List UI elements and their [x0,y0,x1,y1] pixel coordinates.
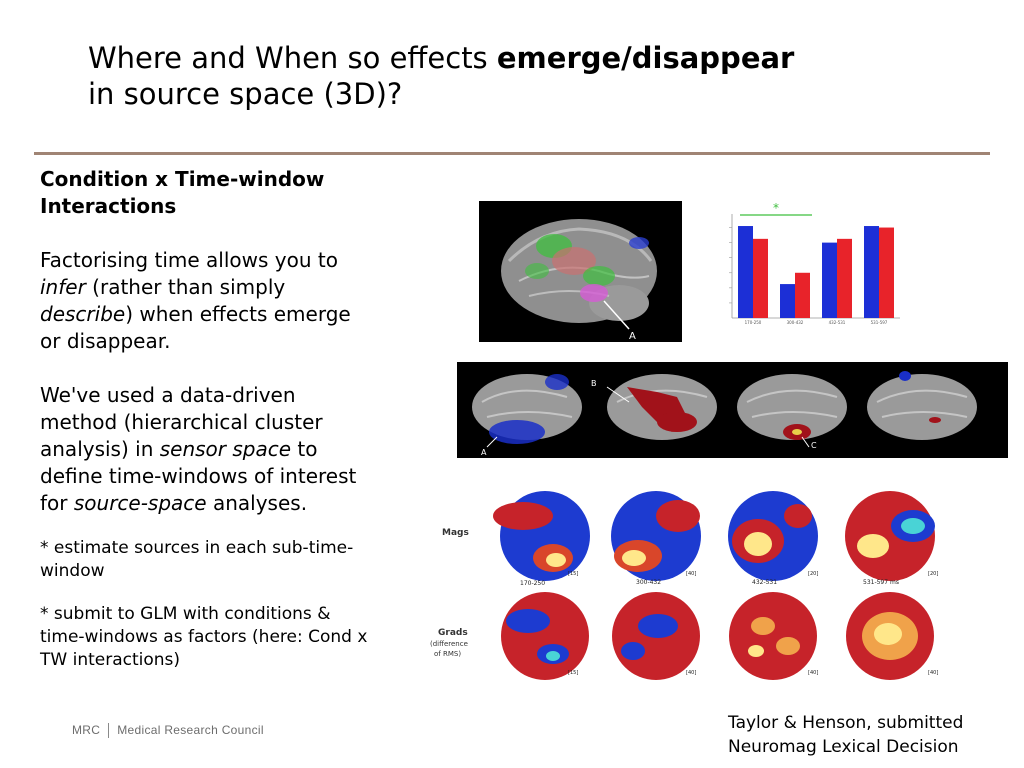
body-text: Condition x Time-window Interactions Fac… [40,166,370,672]
topo-grad-4 [846,592,934,680]
bracket-mag-4: [20] [928,571,938,577]
italic-sensor-space: sensor space [159,437,292,461]
label-mags: Mags [442,528,469,538]
title-line1-normal: Where and When so effects [88,41,497,75]
x-tick-label: 432-531 [829,320,846,325]
brain-row-label-a: A [481,448,487,457]
bullet-estimate: * estimate sources in each sub-time-wind… [40,538,354,581]
mrc-logo: MRC Medical Research Council [72,723,264,739]
citation-line2: Neuromag Lexical Decision [728,737,959,757]
label-grads-sub1: (difference [430,640,468,648]
bar-blue-2 [780,284,795,318]
section-heading: Condition x Time-window Interactions [40,167,325,218]
topo-mag-2 [611,491,701,581]
topo-mag-1 [493,491,590,581]
bracket-mag-3: [20] [808,571,818,577]
bar-chart: 170-250 300-432 432-531 531-597 * [722,200,908,326]
logo-name: Medical Research Council [117,723,264,737]
title-line2: in source space (3D)? [88,77,403,111]
topography-maps: Mags Grads (difference of RMS) [418,486,958,686]
italic-infer: infer [40,275,86,299]
bracket-grad-1: [15] [568,670,578,676]
label-grads: Grads [438,628,468,638]
x-tick-label: 531-597 [871,320,888,325]
brain-row-label-b: B [591,379,597,388]
bracket-mag-1: [15] [568,571,578,577]
italic-source-space: source-space [73,491,207,515]
brain-row: A B C [457,362,1008,458]
tw-label-3: 432-531 [752,579,777,586]
significance-star: * [773,201,779,215]
tw-label-2: 300-432 [636,579,661,586]
label-grads-sub2: of RMS) [434,650,461,658]
x-tick-label: 300-432 [787,320,804,325]
bar-blue-3 [822,242,837,318]
bracket-grad-2: [40] [686,670,696,676]
brain-row-label-c: C [811,441,817,450]
bar-blue-4 [864,226,879,318]
bar-blue-1 [738,226,753,318]
brain-image-main: A [479,201,682,342]
topo-grad-3 [729,592,817,680]
bar-red-2 [795,272,810,318]
x-tick-label: 170-250 [745,320,762,325]
bracket-grad-4: [40] [928,670,938,676]
bracket-grad-3: [40] [808,670,818,676]
bar-chart-svg: 170-250 300-432 432-531 531-597 * [722,200,908,326]
brain-row-2: B [591,374,717,440]
title-line1-bold: emerge/disappear [496,41,795,75]
bullet-glm: * submit to GLM with conditions & time-w… [40,604,368,670]
brain-row-3: C [737,374,847,450]
tw-label-4: 531-597 ms [863,579,899,586]
italic-describe: describe [40,302,126,326]
bar-red-4 [879,227,894,318]
topo-grad-1 [501,592,589,680]
title-divider [34,152,990,155]
paragraph-factorising: Factorising time allows you to infer (ra… [40,248,351,353]
brain-row-1: A [472,374,582,457]
brain-main-label-a: A [629,331,636,342]
bracket-mag-2: [40] [686,571,696,577]
paragraph-method: We've used a data-driven method (hierarc… [40,383,357,515]
bar-red-3 [837,238,852,318]
topo-mag-3 [728,491,818,581]
citation: Taylor & Henson, submitted Neuromag Lexi… [728,711,963,759]
brain-row-4 [867,371,977,440]
logo-divider [108,723,110,739]
bar-red-1 [753,238,768,318]
topo-grad-2 [612,592,700,680]
citation-line1: Taylor & Henson, submitted [728,713,964,733]
topo-mag-4 [845,491,935,581]
logo-mrc: MRC [72,723,101,737]
slide-title: Where and When so effects emerge/disappe… [88,40,948,112]
tw-label-1: 170-250 [520,580,545,587]
